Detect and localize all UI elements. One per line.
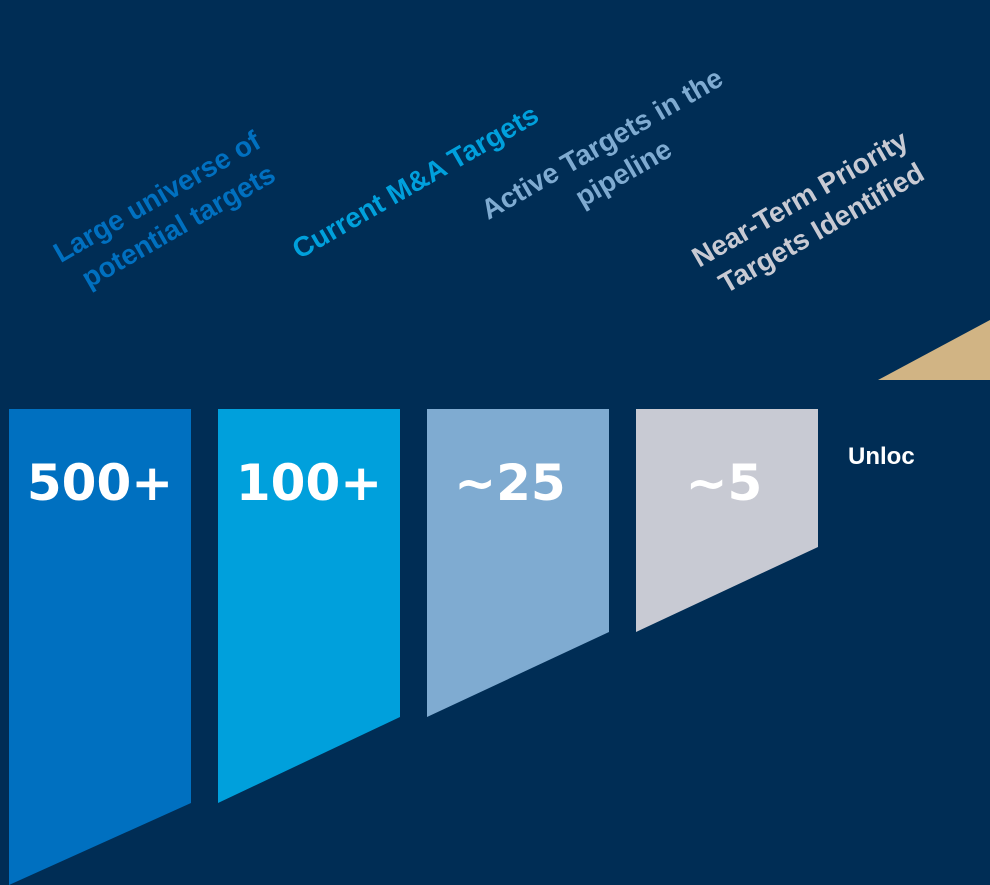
- stage-3-label: Active Targets in the pipeline: [476, 58, 753, 257]
- stage-1-label: Large universe of potential targets: [48, 121, 290, 300]
- stage-4-value: ~5: [686, 454, 763, 512]
- stage-2-bar: [218, 409, 400, 803]
- stage-1-value: 500+: [27, 454, 173, 512]
- stage-3-bar: [427, 409, 609, 717]
- stage-2-value: 100+: [236, 454, 382, 512]
- stage-4-bar: [636, 409, 818, 632]
- arrow-shape: [878, 320, 990, 380]
- unlock-text: Unloc: [848, 443, 915, 470]
- stage-1-bar: [9, 409, 191, 885]
- stage-3-value: ~25: [454, 454, 565, 512]
- stage-4-label: Near-Term Priority Targets Identified: [687, 120, 938, 304]
